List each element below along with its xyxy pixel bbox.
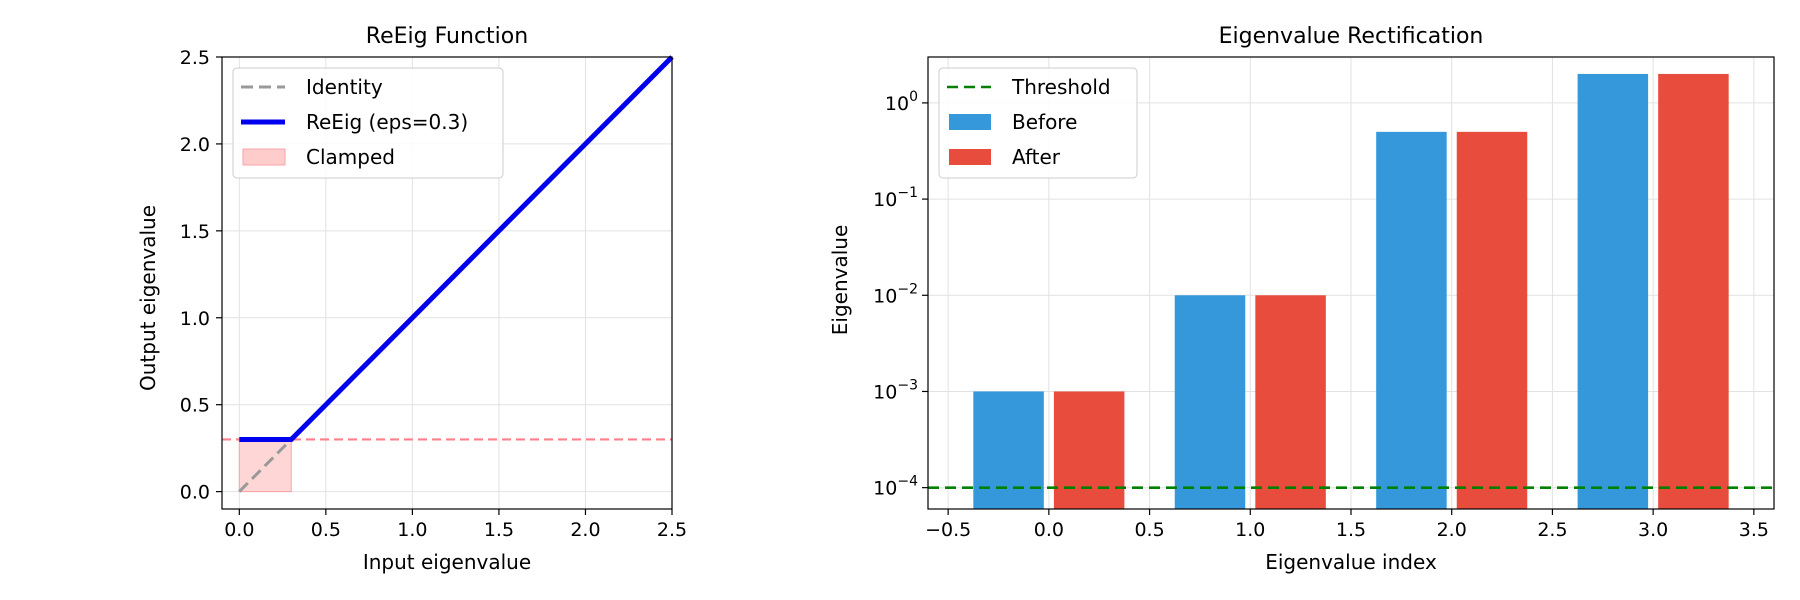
rectification-y-tick-label: 10−3	[873, 377, 918, 403]
legend-label-reeig-eps-0-3: ReEig (eps=0.3)	[306, 110, 468, 134]
bar-after	[1255, 295, 1326, 509]
legend-label-threshold: Threshold	[1011, 75, 1111, 99]
legend-label-after: After	[1012, 145, 1061, 169]
rectification-x-tick-label: 0.0	[1034, 519, 1064, 541]
rectification-y-axis-label: Eigenvalue	[828, 225, 852, 336]
bar-after	[1658, 73, 1729, 509]
rectification-x-tick-label: 1.5	[1336, 519, 1366, 541]
rectification-x-tick-label: 0.5	[1134, 519, 1164, 541]
rectification-ticks: −0.5 0.0 0.5 1.0 1.5 2.0 2.5 3.0 3.5 10−4 10−3 10−2…	[873, 89, 1769, 541]
bar-before	[1376, 131, 1447, 509]
reeig-x-tick-label: 2.5	[657, 519, 687, 541]
reeig-legend: Identity ReEig (eps=0.3) Clamped	[232, 67, 504, 179]
legend-label-clamped: Clamped	[306, 145, 395, 169]
rectification-x-tick-label: 3.5	[1739, 519, 1769, 541]
rectification-chart: Eigenvalue Rectification −0.5 0.0 0.5 1.0 1.…	[828, 24, 1775, 574]
reeig-y-tick-label: 1.0	[180, 308, 210, 330]
rectification-x-axis-label: Eigenvalue index	[1265, 550, 1437, 574]
rectification-x-tick-label: 3.0	[1638, 519, 1668, 541]
reeig-chart-title: ReEig Function	[366, 24, 528, 49]
legend-label-identity: Identity	[306, 75, 383, 99]
bar-before	[1577, 73, 1649, 509]
reeig-y-tick-label: 2.5	[180, 47, 210, 69]
reeig-y-axis-label: Output eigenvalue	[136, 205, 160, 391]
rectification-chart-title: Eigenvalue Rectification	[1219, 24, 1484, 49]
reeig-x-tick-label: 0.5	[311, 519, 341, 541]
reeig-plot-area	[222, 55, 674, 493]
reeig-y-tick-label: 0.0	[180, 482, 210, 504]
bar-after	[1456, 131, 1528, 509]
reeig-ticks: 0.0 0.5 1.0 1.5 2.0 2.5 0.0 0.5 1.0 1.5 2.0 2.5	[180, 47, 687, 541]
reeig-y-tick-label: 0.5	[180, 395, 210, 417]
legend-swatch-before	[949, 114, 991, 130]
bar-before	[973, 391, 1044, 509]
reeig-x-tick-label: 0.0	[224, 519, 254, 541]
series-line-identity	[238, 438, 293, 493]
bar-before	[1174, 295, 1246, 509]
reeig-x-tick-label: 2.0	[570, 519, 600, 541]
legend-swatch-after	[949, 149, 991, 165]
reeig-x-tick-label: 1.0	[397, 519, 427, 541]
rectification-x-tick-label: 2.5	[1537, 519, 1567, 541]
bar-after	[1053, 391, 1125, 509]
reeig-axes-frame	[221, 56, 673, 510]
reeig-legend-box	[232, 67, 504, 179]
rectification-x-tick-label: 2.0	[1437, 519, 1467, 541]
legend-swatch-clamped	[242, 148, 286, 166]
series-line-reeig-eps-0-3	[239, 55, 674, 442]
reeig-x-axis-label: Input eigenvalue	[363, 550, 531, 574]
legend-label-before: Before	[1012, 110, 1077, 134]
rectification-y-tick-label: 10−4	[873, 474, 918, 500]
rectification-y-tick-label: 100	[885, 89, 918, 115]
reeig-x-tick-label: 1.5	[484, 519, 514, 541]
rectification-legend: Threshold Before After	[938, 67, 1138, 179]
reeig-y-tick-label: 1.5	[180, 221, 210, 243]
rectification-y-tick-label: 10−2	[873, 281, 918, 307]
reeig-y-tick-label: 2.0	[180, 134, 210, 156]
reeig-chart: ReEig Function 0.0 0.5 1.0 1.5 2.0 2.5 0.0 0.5 1…	[136, 24, 687, 574]
rectification-plot-area	[928, 73, 1774, 509]
rectification-x-tick-label: 1.0	[1235, 519, 1265, 541]
rectification-y-tick-label: 10−1	[873, 185, 918, 211]
rectification-x-tick-label: −0.5	[925, 519, 971, 541]
